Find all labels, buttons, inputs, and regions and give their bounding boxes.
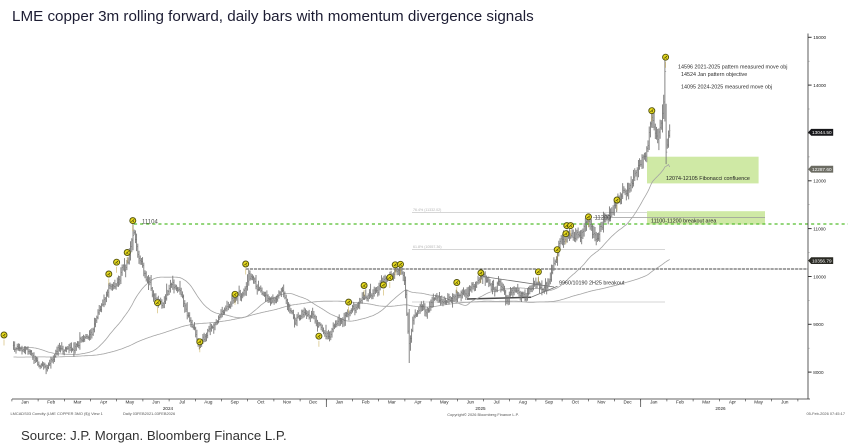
svg-text:12000: 12000 <box>813 179 826 184</box>
svg-text:Aug: Aug <box>204 399 213 404</box>
svg-text:Jul: Jul <box>179 399 185 404</box>
svg-text:Aug: Aug <box>519 399 528 404</box>
svg-text:10000: 10000 <box>813 274 826 279</box>
svg-text:11104: 11104 <box>142 219 158 225</box>
svg-text:05-Feb-2026 07:45:17: 05-Feb-2026 07:45:17 <box>806 411 845 416</box>
svg-text:Jan: Jan <box>650 399 658 404</box>
svg-text:Nov: Nov <box>283 399 292 404</box>
svg-text:Copyright© 2026 Bloomberg Fina: Copyright© 2026 Bloomberg Finance L.P. <box>447 412 519 417</box>
svg-text:Dec: Dec <box>309 399 318 404</box>
svg-text:14596 2021-2025 pattern measur: 14596 2021-2025 pattern measured move ob… <box>678 64 787 70</box>
svg-text:Mar: Mar <box>702 399 710 404</box>
svg-text:Jun: Jun <box>781 399 789 404</box>
svg-text:11200: 11200 <box>595 215 612 221</box>
svg-text:13044.50: 13044.50 <box>812 130 832 135</box>
svg-text:Jun: Jun <box>152 399 160 404</box>
svg-text:Feb: Feb <box>362 399 370 404</box>
svg-text:61.8% (10557.36): 61.8% (10557.36) <box>413 245 442 249</box>
svg-text:Feb: Feb <box>47 399 55 404</box>
svg-text:Dec: Dec <box>624 399 633 404</box>
svg-text:8000: 8000 <box>813 370 824 375</box>
svg-text:Jun: Jun <box>467 399 475 404</box>
svg-text:Jan: Jan <box>336 399 344 404</box>
svg-text:May: May <box>125 399 134 404</box>
svg-text:76.4% (11332.02): 76.4% (11332.02) <box>413 208 441 212</box>
svg-text:Mar: Mar <box>73 399 81 404</box>
svg-text:Mar: Mar <box>388 399 396 404</box>
svg-text:12074-12105 Fibonacci confluen: 12074-12105 Fibonacci confluence <box>666 176 750 182</box>
svg-text:Jan: Jan <box>21 399 29 404</box>
svg-text:Apr: Apr <box>100 399 108 404</box>
svg-text:May: May <box>440 399 449 404</box>
svg-text:Feb: Feb <box>676 399 684 404</box>
svg-text:14095 2024-2025 measured move: 14095 2024-2025 measured move obj <box>681 84 772 90</box>
svg-text:11000: 11000 <box>813 226 826 231</box>
svg-text:2026: 2026 <box>715 406 726 411</box>
svg-text:Sep: Sep <box>545 399 554 404</box>
svg-text:9960/10190 2H25 breakout: 9960/10190 2H25 breakout <box>559 280 625 286</box>
svg-text:12287.60: 12287.60 <box>812 167 832 172</box>
svg-text:2025: 2025 <box>475 406 486 411</box>
svg-text:May: May <box>754 399 763 404</box>
svg-text:Apr: Apr <box>414 399 422 404</box>
svg-text:Sep: Sep <box>231 399 240 404</box>
svg-text:Oct: Oct <box>257 399 265 404</box>
svg-text:Apr: Apr <box>729 399 737 404</box>
svg-text:9000: 9000 <box>813 322 824 327</box>
svg-text:15000: 15000 <box>813 35 826 40</box>
svg-text:Jul: Jul <box>494 399 500 404</box>
svg-text:Nov: Nov <box>597 399 606 404</box>
svg-text:Daily 03FEB2021-03FEB2026: Daily 03FEB2021-03FEB2026 <box>123 411 175 416</box>
svg-text:14000: 14000 <box>813 83 826 88</box>
svg-text:11100-11200 breakout area: 11100-11200 breakout area <box>651 219 716 225</box>
svg-text:14524 Jan pattern objective: 14524 Jan pattern objective <box>681 72 747 78</box>
svg-text:Oct: Oct <box>572 399 580 404</box>
svg-text:LMCADS03 Comdty (LME COPPER: LMCADS03 Comdty (LME COPPER 3MO ($)) Vie… <box>11 411 103 416</box>
svg-text:10356.79: 10356.79 <box>812 259 832 264</box>
svg-text:2024: 2024 <box>163 406 174 411</box>
